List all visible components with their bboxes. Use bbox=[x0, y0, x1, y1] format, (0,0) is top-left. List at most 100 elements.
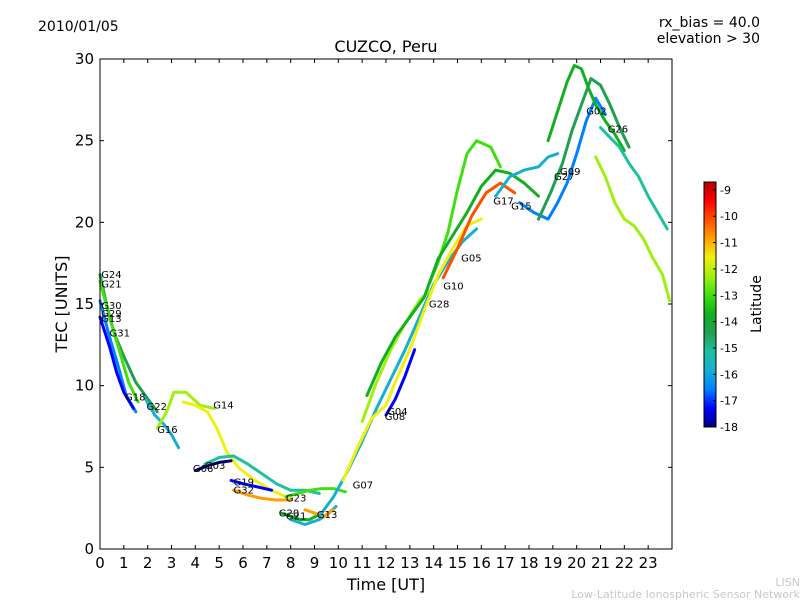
plot-data-layer bbox=[98, 64, 672, 526]
satellite-label: G15 bbox=[511, 201, 531, 212]
series-g28 bbox=[360, 289, 431, 424]
colorbar-tick-label: -13 bbox=[720, 289, 738, 302]
series-g15 bbox=[494, 152, 560, 198]
x-axis-ticks: 0 1 2 3 4 5 6 7 8 9 10 11 12 13 14 15 16 17 18 19 20 21 22 23 bbox=[95, 59, 658, 572]
series-g32 bbox=[232, 488, 293, 502]
param-rx-bias: rx_bias = 40.0 bbox=[659, 15, 760, 31]
series-g31 bbox=[98, 315, 135, 410]
series-g16 bbox=[155, 390, 216, 430]
x-tick-label: 18 bbox=[519, 554, 538, 572]
plot-frame bbox=[99, 58, 673, 550]
satellite-label: G27 bbox=[554, 172, 574, 183]
x-tick-label: 8 bbox=[286, 554, 296, 572]
series-g20 bbox=[279, 511, 324, 522]
satellite-label: G23 bbox=[286, 494, 306, 505]
x-tick-label: 4 bbox=[191, 554, 201, 572]
series-g03 bbox=[203, 454, 321, 495]
colorbar-tick-label: -17 bbox=[720, 395, 738, 408]
series-g23 bbox=[284, 487, 347, 499]
x-tick-label: 21 bbox=[591, 554, 610, 572]
series-g05 bbox=[365, 168, 540, 397]
y-axis-label: TEC [UNITS] bbox=[52, 256, 71, 354]
y-tick-label: 30 bbox=[75, 50, 94, 68]
watermark-lisn: LISN bbox=[775, 576, 800, 589]
series-g14 bbox=[181, 400, 288, 499]
satellite-label: G20 bbox=[279, 508, 299, 519]
y-tick-label: 10 bbox=[75, 377, 94, 395]
satellite-label: G02 bbox=[586, 107, 606, 118]
satellite-label: G21 bbox=[286, 512, 306, 523]
satellite-label: G17 bbox=[493, 196, 513, 207]
colorbar-tick-label: -14 bbox=[720, 316, 738, 329]
param-elevation: elevation > 30 bbox=[657, 31, 760, 47]
y-tick-label: 15 bbox=[75, 295, 94, 313]
x-tick-label: 3 bbox=[167, 554, 177, 572]
colorbar-tick-label: -16 bbox=[720, 368, 738, 381]
series-g22 bbox=[143, 397, 181, 450]
chart-title: CUZCO, Peru bbox=[334, 37, 437, 56]
x-tick-label: 17 bbox=[496, 554, 515, 572]
series-g27 bbox=[537, 77, 631, 221]
colorbar-tick-label: -10 bbox=[720, 210, 738, 223]
x-tick-label: 7 bbox=[262, 554, 272, 572]
date-label: 2010/01/05 bbox=[38, 19, 119, 35]
colorbar-tick-label: -9 bbox=[720, 184, 731, 197]
y-tick-label: 20 bbox=[75, 213, 94, 231]
series-g09 bbox=[518, 96, 607, 221]
x-axis-label: Time [UT] bbox=[346, 575, 425, 594]
y-tick-label: 25 bbox=[75, 132, 94, 150]
satellite-label: G06 bbox=[193, 464, 213, 475]
colorbar-tick-label: -12 bbox=[720, 263, 738, 276]
series-g02 bbox=[546, 64, 626, 152]
annotation-layer: G24G21G30G29G13G31G18G22G16G14G06G03G19G… bbox=[101, 107, 628, 523]
satellite-label: G21 bbox=[101, 280, 121, 291]
colorbar-tick-label: -18 bbox=[720, 421, 738, 434]
colorbar: -9 -10 -11 -12 -13 -14 -15 -16 -17 -18 Latitude bbox=[703, 181, 765, 434]
x-tick-label: 1 bbox=[119, 554, 129, 572]
x-tick-label: 16 bbox=[472, 554, 491, 572]
satellite-label: G19 bbox=[234, 477, 254, 488]
x-tick-label: 12 bbox=[376, 554, 395, 572]
satellite-label: G32 bbox=[234, 486, 254, 497]
x-tick-label: 10 bbox=[329, 554, 348, 572]
series-g29 bbox=[594, 155, 672, 303]
colorbar-label: Latitude bbox=[749, 275, 765, 333]
satellite-label: G30 bbox=[101, 301, 121, 312]
series-g19 bbox=[229, 478, 274, 492]
x-tick-label: 14 bbox=[424, 554, 443, 572]
x-tick-label: 9 bbox=[310, 554, 320, 572]
satellite-label: G09 bbox=[560, 167, 580, 178]
satellite-label: G31 bbox=[110, 329, 130, 340]
satellite-label: G13 bbox=[101, 314, 121, 325]
colorbar-tick-label: -11 bbox=[720, 237, 738, 250]
watermark-network: Low-Latitude Ionospheric Sensor Network bbox=[571, 588, 800, 600]
x-tick-label: 15 bbox=[448, 554, 467, 572]
series-g21 bbox=[98, 279, 140, 404]
satellite-label: G28 bbox=[429, 299, 449, 310]
x-tick-label: 2 bbox=[143, 554, 153, 572]
y-axis-ticks: 0 5 10 15 20 25 30 bbox=[75, 50, 672, 558]
satellite-label: G29 bbox=[101, 309, 121, 320]
series-g04 bbox=[341, 217, 483, 482]
x-tick-label: 13 bbox=[400, 554, 419, 572]
satellite-label: G10 bbox=[443, 281, 463, 292]
satellite-label: G16 bbox=[157, 425, 177, 436]
satellite-label: G18 bbox=[125, 392, 145, 403]
x-tick-label: 6 bbox=[238, 554, 248, 572]
series-g26 bbox=[599, 126, 669, 231]
satellite-label: G03 bbox=[205, 461, 225, 472]
x-tick-label: 19 bbox=[543, 554, 562, 572]
satellite-label: G26 bbox=[608, 125, 628, 136]
series-g06 bbox=[193, 459, 233, 473]
colorbar-tick-label: -15 bbox=[720, 342, 738, 355]
colorbar-gradient bbox=[703, 181, 717, 428]
series-g08 bbox=[384, 348, 417, 417]
x-tick-label: 23 bbox=[639, 554, 658, 572]
x-tick-label: 22 bbox=[615, 554, 634, 572]
x-tick-label: 11 bbox=[353, 554, 372, 572]
satellite-label: G08 bbox=[385, 412, 405, 423]
satellite-label: G24 bbox=[101, 270, 121, 281]
colorbar-ticks: -9 -10 -11 -12 -13 -14 -15 -16 -17 -18 bbox=[713, 184, 738, 434]
satellite-label: G22 bbox=[147, 402, 167, 413]
